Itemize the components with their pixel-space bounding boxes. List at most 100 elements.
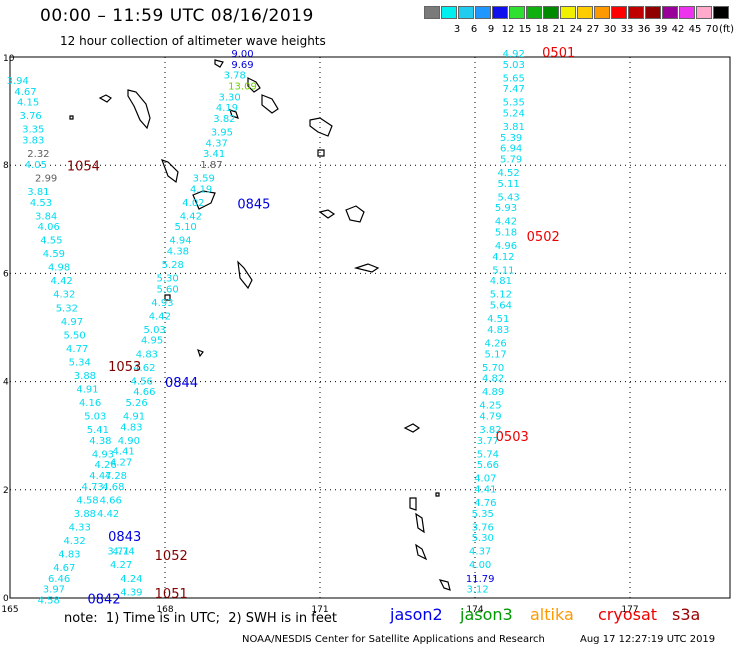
- wave-height-value: 4.42: [149, 311, 171, 322]
- island-outline: [438, 579, 451, 591]
- wave-height-value: 3.41: [203, 149, 225, 160]
- wave-height-value: 5.26: [125, 398, 147, 409]
- wave-height-value: 5.41: [87, 425, 109, 436]
- y-tick-label: 4: [3, 378, 9, 388]
- wave-height-value: 4.95: [141, 336, 163, 347]
- wave-height-value: 4.42: [495, 217, 517, 228]
- satellite-name: jason3: [460, 605, 513, 624]
- wave-height-value: 4.96: [495, 241, 517, 252]
- wave-height-value: 4.00: [469, 560, 491, 571]
- wave-height-value: 4.32: [53, 290, 75, 301]
- wave-height-value: 3.12: [466, 585, 488, 596]
- island-outline: [309, 117, 333, 137]
- satellite-name: jason2: [390, 605, 443, 624]
- wave-height-value: 9.69: [231, 60, 253, 71]
- color-scale-swatch: [424, 6, 440, 19]
- wave-height-value: 4.47: [89, 471, 111, 482]
- satellite-name: cryosat: [598, 605, 658, 624]
- color-scale-swatch: [679, 6, 695, 19]
- wave-height-value: 4.56: [131, 376, 153, 387]
- color-scale-label: 15: [518, 24, 532, 35]
- wave-height-value: 3.88: [74, 509, 96, 520]
- color-scale-swatch: [441, 6, 457, 19]
- map-frame: [9, 56, 731, 599]
- wave-height-value: 4.98: [48, 263, 70, 274]
- color-scale-swatch: [662, 6, 678, 19]
- wave-height-value: 3.78: [224, 71, 246, 82]
- island-outline: [409, 497, 417, 511]
- wave-height-value: 4.37: [206, 138, 228, 149]
- wave-height-value: 3.94: [7, 76, 29, 87]
- color-scale-swatch: [543, 6, 559, 19]
- island-outline: [197, 348, 204, 358]
- wave-height-value: 5.03: [503, 60, 525, 71]
- wave-height-value: 4.58: [76, 495, 98, 506]
- color-scale-swatch: [560, 6, 576, 19]
- y-tick-label: 10: [3, 54, 15, 64]
- wave-height-value: 4.73: [82, 482, 104, 493]
- wave-height-value: 5.30: [472, 533, 494, 544]
- island-outline: [237, 260, 253, 290]
- pass-time-label: 0843: [108, 530, 141, 545]
- altimeter-tracks: 3.944.674.153.763.353.832.324.052.993.81…: [7, 49, 525, 606]
- wave-height-value: 7.47: [503, 84, 525, 95]
- satellite-name: altika: [530, 605, 574, 624]
- wave-height-value: 5.43: [497, 192, 519, 203]
- wave-height-value: 4.89: [482, 387, 504, 398]
- wave-height-value: 4.19: [190, 184, 212, 195]
- island-outline: [127, 89, 151, 130]
- island-outline: [164, 294, 171, 301]
- wave-height-value: 5.35: [503, 98, 525, 109]
- wave-height-value: 4.33: [69, 522, 91, 533]
- wave-height-value: 3.59: [193, 173, 215, 184]
- wave-height-value: 3.82: [479, 425, 501, 436]
- wave-height-value: 5.03: [84, 411, 106, 422]
- track-0845-0842: 9.009.693.7813.093.304.193.823.954.373.4…: [97, 49, 257, 598]
- wave-height-value: 5.17: [485, 349, 507, 360]
- color-scale-swatch: [611, 6, 627, 19]
- track-1054-1053: 3.944.674.153.763.353.832.324.052.993.81…: [7, 76, 117, 606]
- color-scale-label: 30: [603, 24, 617, 35]
- wave-height-value: 5.64: [490, 301, 512, 312]
- color-scale-swatch: [628, 6, 644, 19]
- island-outline: [415, 543, 428, 561]
- track-0501-0503: 4.925.035.657.475.355.243.815.396.945.79…: [466, 49, 525, 596]
- color-scale-swatch: [492, 6, 508, 19]
- wave-height-value: 4.39: [120, 587, 142, 598]
- wave-height-value: 4.02: [182, 198, 204, 209]
- y-tick-label: 0: [3, 594, 9, 604]
- wave-height-value: 5.66: [477, 460, 499, 471]
- page-subtitle: 12 hour collection of altimeter wave hei…: [60, 34, 326, 48]
- wave-height-value: 4.58: [38, 595, 60, 606]
- island-outline: [317, 149, 325, 157]
- wave-height-value: 3.84: [35, 211, 57, 222]
- wave-height-value: 5.03: [144, 325, 166, 336]
- wave-height-value: 4.42: [97, 509, 119, 520]
- y-tick-label: 6: [3, 269, 9, 279]
- wave-height-value: 5.79: [500, 154, 522, 165]
- wave-height-value: 3.76: [20, 111, 42, 122]
- island-outline: [229, 109, 239, 119]
- wave-height-value: 3.81: [503, 122, 525, 133]
- wave-height-value: 2.32: [27, 149, 49, 160]
- color-scale-label: 3: [453, 24, 461, 35]
- wave-height-value: 2.99: [35, 173, 57, 184]
- wave-height-value: 4.53: [30, 198, 52, 209]
- x-tick-label: 177: [621, 605, 638, 615]
- wave-height-value: 4.42: [180, 211, 202, 222]
- island-outline: [353, 263, 380, 273]
- wave-height-value: 4.55: [40, 236, 62, 247]
- color-scale-label: 70: [705, 24, 719, 35]
- color-scale-label: 33: [620, 24, 634, 35]
- wave-height-value: 4.25: [479, 401, 501, 412]
- wave-height-value: 4.67: [14, 87, 36, 98]
- wave-height-value: 4.24: [120, 574, 142, 585]
- wave-height-value: 5.70: [482, 363, 504, 374]
- page-title: 00:00 – 11:59 UTC 08/16/2019: [40, 6, 314, 26]
- wave-height-value: 4.16: [79, 398, 101, 409]
- pass-time-label: 1054: [67, 160, 100, 175]
- island-outline: [247, 77, 261, 93]
- wave-height-value: 5.12: [490, 290, 512, 301]
- wave-height-value: 5.34: [69, 357, 91, 368]
